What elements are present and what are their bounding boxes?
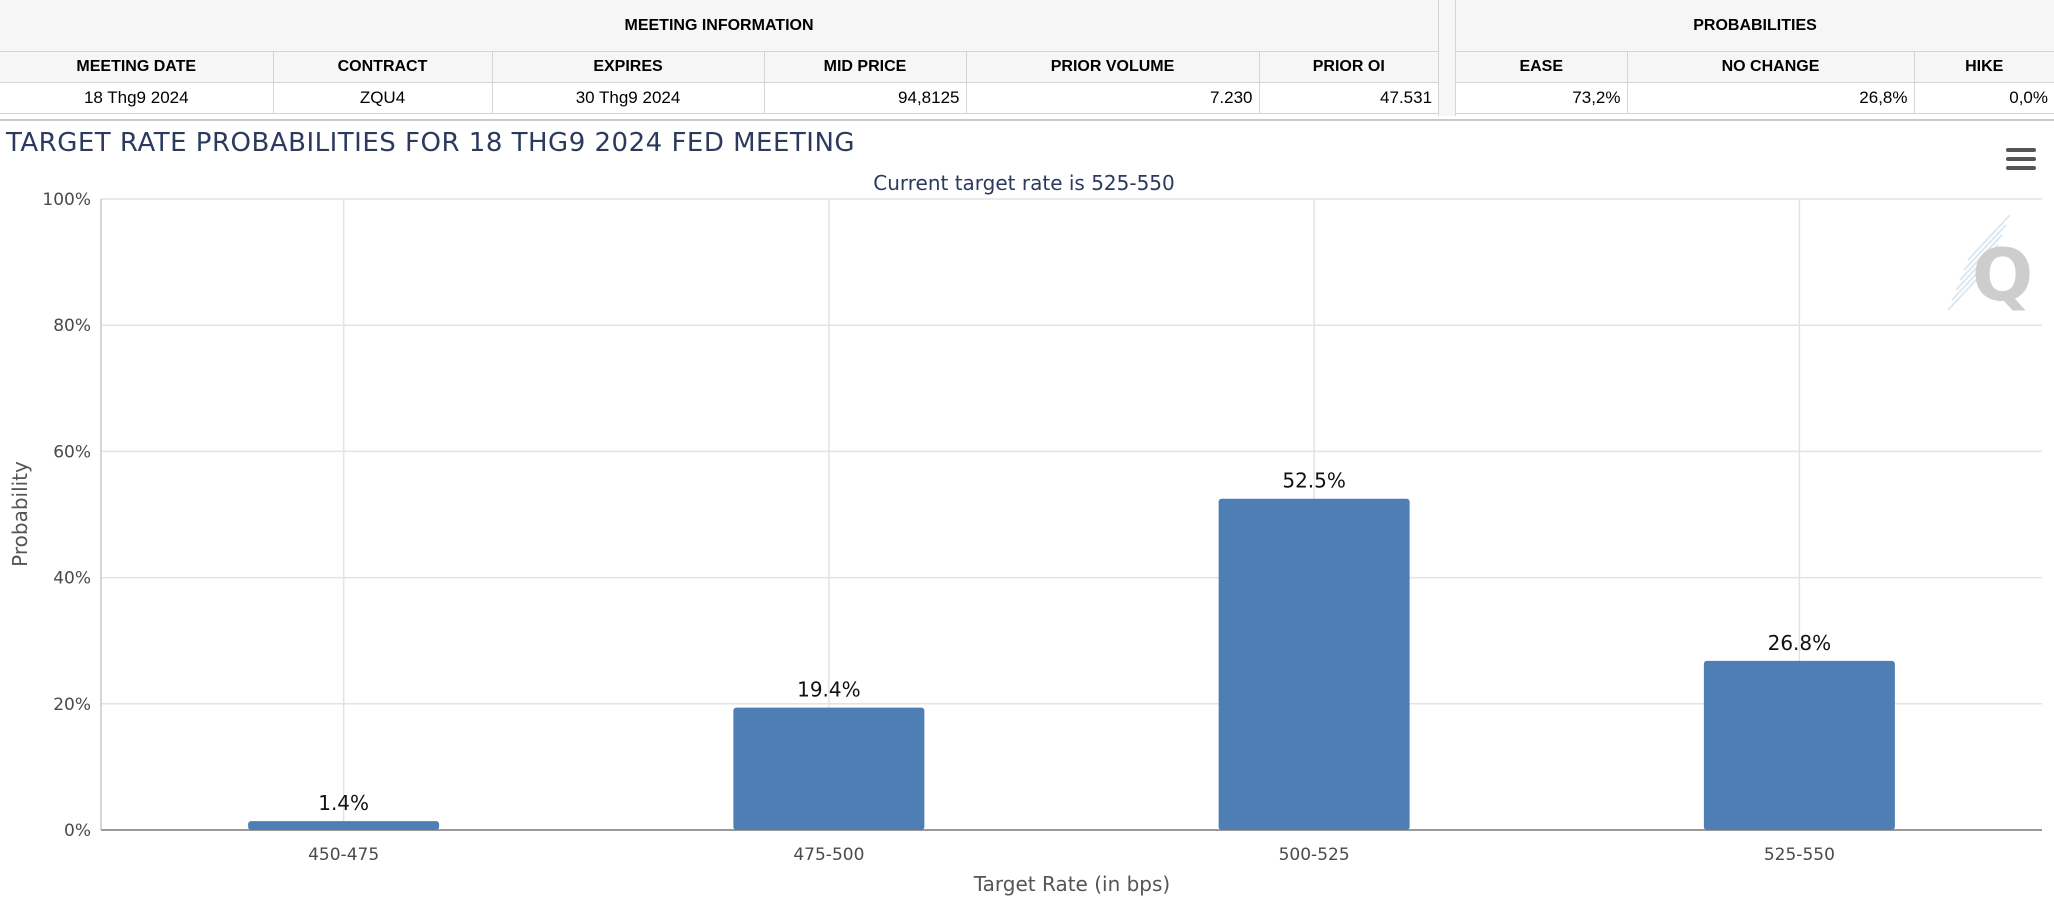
cell-prior-oi: 47.531 bbox=[1259, 82, 1439, 114]
column-header-meeting-date: MEETING DATE bbox=[0, 51, 274, 83]
y-tick-label: 40% bbox=[53, 569, 91, 589]
chart-bars bbox=[248, 498, 1895, 830]
cell-ease: 73,2% bbox=[1456, 82, 1628, 114]
y-axis-title: Probability bbox=[8, 461, 32, 567]
x-tick-label-525-550: 525-550 bbox=[1764, 845, 1835, 865]
x-axis-title: Target Rate (in bps) bbox=[973, 872, 1170, 896]
q-logo-watermark: Q bbox=[1947, 214, 2033, 317]
x-tick-label-450-475: 450-475 bbox=[308, 845, 379, 865]
cell-no-change: 26,8% bbox=[1627, 82, 1915, 114]
y-tick-label: 60% bbox=[53, 442, 91, 462]
table-row: 73,2% 26,8% 0,0% bbox=[1456, 82, 2054, 114]
section-divider bbox=[0, 119, 2054, 121]
column-header-contract: CONTRACT bbox=[273, 51, 493, 83]
cell-expires: 30 Thg9 2024 bbox=[492, 82, 765, 114]
data-label-500-525: 52.5% bbox=[1282, 469, 1346, 493]
bar-500-525[interactable] bbox=[1218, 498, 1410, 830]
column-header-expires: EXPIRES bbox=[492, 51, 765, 83]
y-tick-label: 100% bbox=[42, 190, 91, 210]
cell-prior-volume: 7.230 bbox=[966, 82, 1260, 114]
probabilities-header: PROBABILITIES bbox=[1456, 0, 2054, 52]
cell-mid-price: 94,8125 bbox=[764, 82, 967, 114]
bar-475-500[interactable] bbox=[733, 707, 925, 830]
probabilities-table: PROBABILITIES EASE NO CHANGE HIKE 73,2% … bbox=[1456, 0, 2054, 114]
meeting-information-header: MEETING INFORMATION bbox=[0, 0, 1439, 52]
cell-hike: 0,0% bbox=[1914, 82, 2054, 114]
chart-title: TARGET RATE PROBABILITIES FOR 18 THG9 20… bbox=[6, 128, 856, 158]
cell-contract: ZQU4 bbox=[273, 82, 493, 114]
y-tick-label: 20% bbox=[53, 695, 91, 715]
chart-labels: 0% 20% 40% 60% 80% 100% 1.4% 450-475 19.4% 475-50… bbox=[42, 190, 1835, 865]
column-header-ease: EASE bbox=[1456, 51, 1628, 83]
y-tick-label: 0% bbox=[64, 821, 91, 841]
svg-text:Q: Q bbox=[1972, 233, 2033, 317]
data-label-450-475: 1.4% bbox=[318, 791, 369, 815]
column-header-prior-oi: PRIOR OI bbox=[1259, 51, 1439, 83]
column-header-no-change: NO CHANGE bbox=[1627, 51, 1915, 83]
hamburger-menu-icon[interactable] bbox=[2006, 148, 2036, 172]
x-tick-label-500-525: 500-525 bbox=[1279, 845, 1350, 865]
column-header-hike: HIKE bbox=[1914, 51, 2054, 83]
table-row: 18 Thg9 2024 ZQU4 30 Thg9 2024 94,8125 7… bbox=[0, 82, 1439, 114]
data-label-475-500: 19.4% bbox=[797, 678, 861, 702]
column-header-mid-price: MID PRICE bbox=[764, 51, 967, 83]
data-label-525-550: 26.8% bbox=[1768, 631, 1832, 655]
y-tick-label: 80% bbox=[53, 316, 91, 336]
cell-meeting-date: 18 Thg9 2024 bbox=[0, 82, 274, 114]
chart-subtitle: Current target rate is 525-550 bbox=[873, 171, 1175, 195]
x-tick-label-475-500: 475-500 bbox=[793, 845, 864, 865]
column-header-prior-volume: PRIOR VOLUME bbox=[966, 51, 1260, 83]
table-separator bbox=[1438, 0, 1456, 116]
meeting-information-table: MEETING INFORMATION MEETING DATE CONTRAC… bbox=[0, 0, 1439, 114]
bar-525-550[interactable] bbox=[1703, 660, 1895, 830]
bar-450-475[interactable] bbox=[248, 821, 440, 830]
